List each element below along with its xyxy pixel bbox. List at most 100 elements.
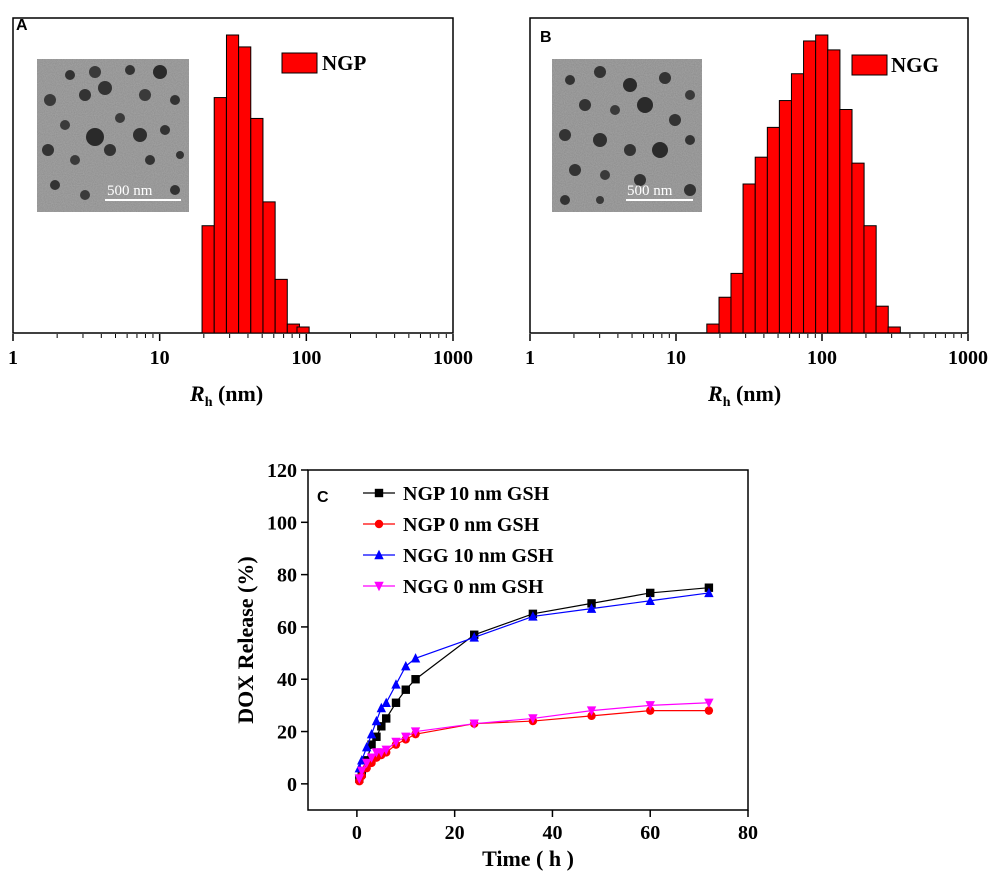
data-point-ngg-0-nm-gsh xyxy=(366,753,377,763)
panel-b-bar xyxy=(851,162,865,334)
data-point-ngg-0-nm-gsh xyxy=(410,727,421,737)
data-point-ngg-0-nm-gsh xyxy=(376,748,387,758)
legend-marker-ngg-0-nm-gsh xyxy=(374,581,384,592)
panel-b-tick-label: 1 xyxy=(525,347,535,369)
data-point-ngp-10-nm-gsh xyxy=(587,599,596,608)
panel-b-bar xyxy=(827,49,841,334)
panel-a-bar xyxy=(274,278,288,334)
data-point-ngp-0-nm-gsh xyxy=(704,706,714,715)
panel-b-label: B xyxy=(540,29,552,46)
data-point-ngg-0-nm-gsh xyxy=(528,714,538,724)
data-point-ngp-10-nm-gsh xyxy=(391,698,401,707)
panel-b-histogram: B 1 10 100 1000 Rh (nm) NGG 500 nm xyxy=(525,17,988,410)
data-point-ngg-10-nm-gsh xyxy=(371,715,382,726)
panel-c-x-tick-label: 60 xyxy=(640,822,660,844)
panel-b-legend-swatch xyxy=(851,54,888,76)
panel-c-x-tick-label: 40 xyxy=(542,822,562,844)
data-point-ngp-10-nm-gsh xyxy=(401,685,410,694)
panel-b-bar xyxy=(875,305,889,334)
panel-b-bar xyxy=(803,40,817,334)
data-point-ngg-10-nm-gsh xyxy=(528,611,538,621)
panel-a-bar xyxy=(262,201,276,334)
legend-label-ngp-10-nm-gsh: NGP 10 nm GSH xyxy=(403,483,550,505)
data-point-ngg-0-nm-gsh xyxy=(391,737,401,748)
panel-a-label: A xyxy=(16,17,28,34)
panel-b-bar xyxy=(839,109,853,334)
panel-b-bar xyxy=(887,326,901,334)
data-point-ngp-10-nm-gsh xyxy=(411,675,420,684)
panel-a-bar xyxy=(201,225,215,334)
data-point-ngg-10-nm-gsh xyxy=(401,660,411,671)
panel-c-x-tick-label: 20 xyxy=(445,822,465,844)
data-point-ngg-0-nm-gsh xyxy=(401,732,411,742)
panel-a-bar xyxy=(238,46,252,334)
panel-c-y-tick-label: 0 xyxy=(287,774,297,796)
data-point-ngg-10-nm-gsh xyxy=(410,653,421,663)
panel-c-series xyxy=(354,583,714,786)
panel-c-x-tick-label: 0 xyxy=(352,822,362,844)
panel-a-tick-label: 1 xyxy=(8,347,18,369)
panel-c-legend: NGP 10 nm GSH NGP 0 nm GSH NGG 10 nm GSH NG… xyxy=(363,483,554,598)
panel-b-bar xyxy=(730,272,744,334)
data-point-ngp-0-nm-gsh xyxy=(646,706,655,715)
legend-label-ngp-0-nm-gsh: NGP 0 nm GSH xyxy=(403,514,540,536)
panel-a-histogram: A 1 10 100 1000 Rh (nm) NGP 500 nm xyxy=(8,17,473,410)
panel-c-y-tick-label: 120 xyxy=(267,460,297,482)
legend-label-ngg-0-nm-gsh: NGG 0 nm GSH xyxy=(403,576,544,598)
data-point-ngg-10-nm-gsh xyxy=(645,595,655,605)
panel-b-scale-bar-label: 500 nm xyxy=(627,183,673,199)
data-point-ngg-0-nm-gsh xyxy=(645,701,655,711)
panel-b-x-axis-label: Rh (nm) xyxy=(707,381,781,410)
data-point-ngp-0-nm-gsh xyxy=(587,711,596,721)
data-point-ngg-0-nm-gsh xyxy=(704,698,714,708)
data-point-ngp-10-nm-gsh xyxy=(646,588,655,598)
data-point-ngg-0-nm-gsh xyxy=(469,719,479,729)
panel-a-scale-bar-label: 500 nm xyxy=(107,183,153,199)
data-point-ngg-10-nm-gsh xyxy=(469,632,479,642)
data-point-ngp-10-nm-gsh xyxy=(377,722,386,731)
panel-a-bars xyxy=(201,34,310,334)
data-point-ngg-0-nm-gsh xyxy=(381,745,391,756)
series-line-ngg-0-nm-gsh xyxy=(358,702,709,779)
panel-a-tem-inset: 500 nm xyxy=(37,59,189,212)
panel-b-bars xyxy=(706,34,901,334)
panel-c-y-tick-label: 40 xyxy=(277,669,297,691)
data-point-ngg-10-nm-gsh xyxy=(586,603,597,613)
panel-b-legend-label: NGG xyxy=(891,53,939,77)
data-point-ngg-0-nm-gsh xyxy=(361,758,372,769)
data-point-ngg-0-nm-gsh xyxy=(586,706,597,716)
panel-b-tick-label: 10 xyxy=(666,347,686,369)
data-point-ngp-10-nm-gsh xyxy=(704,583,714,592)
panel-a-bar xyxy=(213,97,227,334)
panel-b-tick-label: 100 xyxy=(807,347,837,369)
panel-b-tick-label: 1000 xyxy=(948,347,988,369)
panel-a-bar xyxy=(250,117,264,334)
panel-b-tem-inset: 500 nm xyxy=(552,59,702,212)
panel-b-bar xyxy=(766,126,781,334)
panel-a-x-axis-label: Rh (nm) xyxy=(189,381,263,410)
panel-c-ticks: 0 20 40 60 80 0 20 40 60 80 100 120 xyxy=(267,460,758,844)
data-point-ngg-0-nm-gsh xyxy=(354,774,365,784)
panel-c-y-tick-label: 20 xyxy=(277,722,297,744)
legend-label-ngg-10-nm-gsh: NGG 10 nm GSH xyxy=(403,545,554,567)
data-point-ngg-0-nm-gsh xyxy=(357,766,367,776)
panel-c-x-axis-label: Time ( h ) xyxy=(482,846,574,871)
panel-b-bar xyxy=(778,100,793,334)
panel-a-legend-swatch xyxy=(281,52,318,74)
data-point-ngp-10-nm-gsh xyxy=(367,740,376,749)
panel-b-bar xyxy=(863,225,877,334)
panel-c-release-chart: C 0 20 40 60 80 0 20 40 60 80 100 120 DOX Release (… xyxy=(233,460,758,871)
panel-c-frame xyxy=(307,469,749,811)
panel-a-legend-label: NGP xyxy=(322,51,367,75)
legend-marker-ngp-10-nm-gsh xyxy=(374,488,384,498)
panel-b-bar xyxy=(742,183,756,334)
panel-b-bar xyxy=(706,323,720,334)
panel-a-tick-label: 10 xyxy=(150,347,170,369)
panel-a-x-ticks: 1 10 100 1000 xyxy=(8,334,473,369)
data-point-ngp-10-nm-gsh xyxy=(382,714,391,723)
panel-a-tick-label: 1000 xyxy=(433,347,473,369)
panel-a-bar xyxy=(296,326,310,334)
data-point-ngg-10-nm-gsh xyxy=(704,587,714,598)
panel-b-bar xyxy=(754,156,768,334)
panel-a-tick-label: 100 xyxy=(291,347,321,369)
